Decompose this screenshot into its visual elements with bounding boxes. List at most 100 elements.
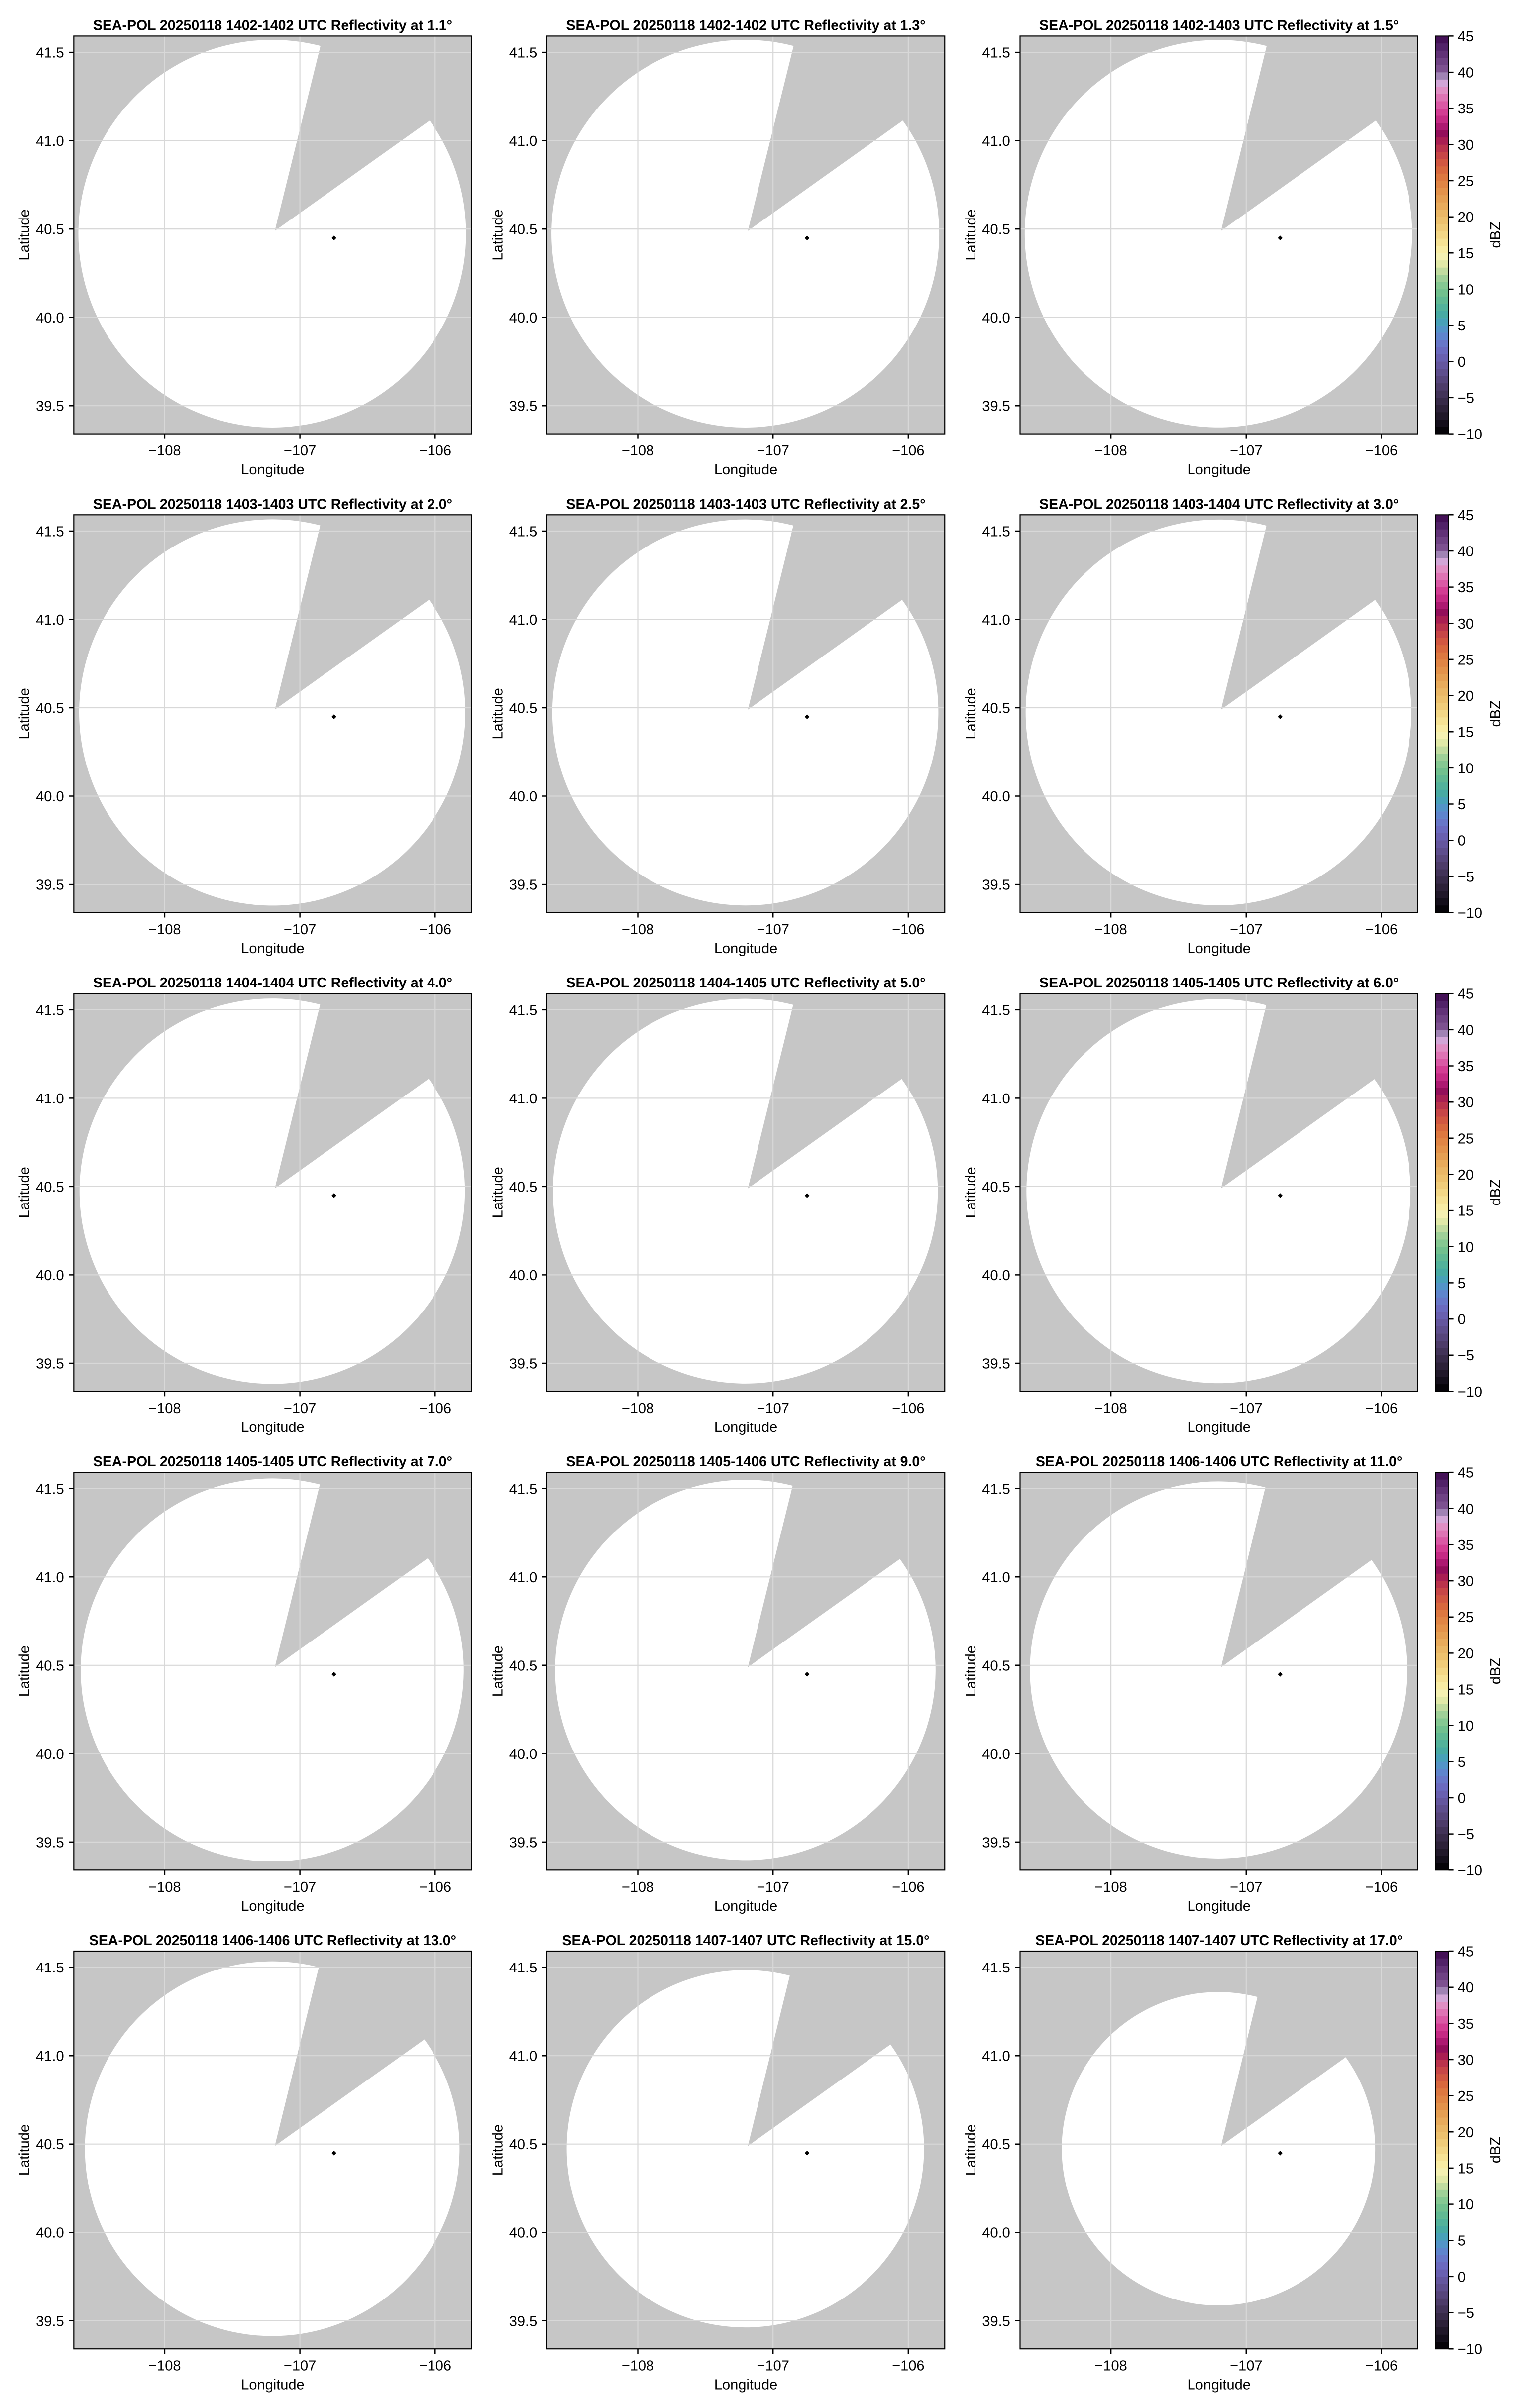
svg-text:41.0: 41.0 [36,1570,64,1586]
svg-text:−108: −108 [1094,1401,1127,1417]
svg-text:0: 0 [1458,2269,1466,2285]
svg-text:39.5: 39.5 [36,877,64,893]
svg-text:−107: −107 [284,1401,316,1417]
svg-text:−107: −107 [1230,922,1262,938]
svg-text:40.5: 40.5 [509,701,537,717]
svg-text:39.5: 39.5 [982,1835,1010,1851]
svg-text:−10: −10 [1458,1384,1482,1400]
svg-text:25: 25 [1458,1610,1474,1626]
svg-text:−108: −108 [148,443,181,459]
svg-text:40.5: 40.5 [36,1179,64,1195]
svg-text:−107: −107 [284,922,316,938]
svg-text:SEA-POL 20250118 1403-1403 UTC: SEA-POL 20250118 1403-1403 UTC Reflectiv… [566,496,925,512]
svg-text:40.0: 40.0 [36,2225,64,2241]
svg-text:Latitude: Latitude [17,209,33,260]
svg-text:10: 10 [1458,1239,1474,1255]
svg-text:Latitude: Latitude [490,688,506,739]
svg-text:−10: −10 [1458,2342,1482,2358]
svg-text:Latitude: Latitude [963,688,979,739]
svg-text:10: 10 [1458,761,1474,776]
svg-text:−106: −106 [892,922,924,938]
svg-text:−107: −107 [1230,1879,1262,1895]
svg-text:39.5: 39.5 [982,877,1010,893]
svg-text:40.5: 40.5 [509,2137,537,2153]
svg-text:40.5: 40.5 [509,1179,537,1195]
svg-text:5: 5 [1458,2233,1466,2249]
svg-text:Longitude: Longitude [1187,462,1250,478]
svg-text:dBZ: dBZ [1488,700,1504,727]
svg-text:0: 0 [1458,354,1466,370]
svg-text:41.5: 41.5 [509,1481,537,1497]
svg-text:41.0: 41.0 [36,133,64,149]
svg-text:40.0: 40.0 [509,789,537,805]
svg-text:40.5: 40.5 [36,222,64,238]
svg-text:5: 5 [1458,318,1466,334]
svg-text:SEA-POL 20250118 1402-1403 UTC: SEA-POL 20250118 1402-1403 UTC Reflectiv… [1039,17,1399,33]
svg-text:39.5: 39.5 [509,1356,537,1372]
svg-text:−108: −108 [622,1879,654,1895]
svg-text:−106: −106 [419,443,451,459]
svg-text:40.0: 40.0 [982,2225,1010,2241]
svg-text:SEA-POL 20250118 1402-1402 UTC: SEA-POL 20250118 1402-1402 UTC Reflectiv… [93,17,452,33]
svg-text:−5: −5 [1458,869,1474,885]
svg-text:Longitude: Longitude [714,2377,777,2393]
svg-text:−106: −106 [892,1401,924,1417]
svg-text:45: 45 [1458,1944,1474,1960]
svg-text:−108: −108 [622,2358,654,2374]
svg-text:41.0: 41.0 [36,2049,64,2065]
svg-text:SEA-POL 20250118 1403-1403 UTC: SEA-POL 20250118 1403-1403 UTC Reflectiv… [93,496,452,512]
svg-text:Latitude: Latitude [490,1645,506,1697]
svg-text:40.0: 40.0 [509,1268,537,1284]
svg-text:40.5: 40.5 [982,1179,1010,1195]
svg-text:40.5: 40.5 [36,701,64,717]
svg-text:15: 15 [1458,725,1474,741]
svg-text:25: 25 [1458,1131,1474,1147]
svg-text:SEA-POL 20250118 1407-1407 UTC: SEA-POL 20250118 1407-1407 UTC Reflectiv… [562,1933,930,1949]
svg-text:41.5: 41.5 [509,1960,537,1976]
svg-text:40.0: 40.0 [982,1268,1010,1284]
svg-text:−106: −106 [419,922,451,938]
svg-text:10: 10 [1458,282,1474,298]
svg-text:−107: −107 [284,1879,316,1895]
svg-text:SEA-POL 20250118 1404-1405 UTC: SEA-POL 20250118 1404-1405 UTC Reflectiv… [566,975,925,991]
svg-text:5: 5 [1458,797,1466,813]
svg-text:15: 15 [1458,1204,1474,1219]
svg-text:−106: −106 [1365,2358,1398,2374]
svg-text:dBZ: dBZ [1488,221,1504,248]
svg-text:30: 30 [1458,137,1474,153]
svg-text:41.5: 41.5 [982,524,1010,540]
svg-text:Latitude: Latitude [17,2124,33,2176]
svg-text:−106: −106 [419,1879,451,1895]
svg-text:45: 45 [1458,1465,1474,1481]
svg-text:−108: −108 [148,1879,181,1895]
svg-text:−10: −10 [1458,1863,1482,1879]
svg-text:39.5: 39.5 [509,877,537,893]
svg-text:41.0: 41.0 [509,1570,537,1586]
svg-text:39.5: 39.5 [36,1356,64,1372]
svg-text:40.0: 40.0 [509,1747,537,1762]
svg-text:5: 5 [1458,1754,1466,1770]
svg-text:40: 40 [1458,1501,1474,1517]
svg-text:40.0: 40.0 [982,310,1010,326]
svg-text:35: 35 [1458,1059,1474,1075]
svg-text:−108: −108 [148,2358,181,2374]
svg-text:30: 30 [1458,1095,1474,1111]
svg-text:25: 25 [1458,652,1474,668]
svg-text:−107: −107 [284,443,316,459]
svg-text:−108: −108 [1094,922,1127,938]
svg-text:30: 30 [1458,1574,1474,1590]
svg-text:−10: −10 [1458,905,1482,921]
svg-text:Longitude: Longitude [1187,941,1250,957]
svg-text:40: 40 [1458,1980,1474,1996]
svg-text:Latitude: Latitude [490,209,506,260]
svg-text:40.0: 40.0 [36,1747,64,1762]
svg-text:Latitude: Latitude [490,2124,506,2176]
svg-text:41.5: 41.5 [509,524,537,540]
svg-text:15: 15 [1458,2161,1474,2177]
svg-text:10: 10 [1458,1718,1474,1734]
svg-text:35: 35 [1458,1537,1474,1553]
svg-text:40.5: 40.5 [982,222,1010,238]
svg-text:Longitude: Longitude [714,1420,777,1435]
svg-text:39.5: 39.5 [36,2313,64,2329]
svg-text:15: 15 [1458,246,1474,262]
